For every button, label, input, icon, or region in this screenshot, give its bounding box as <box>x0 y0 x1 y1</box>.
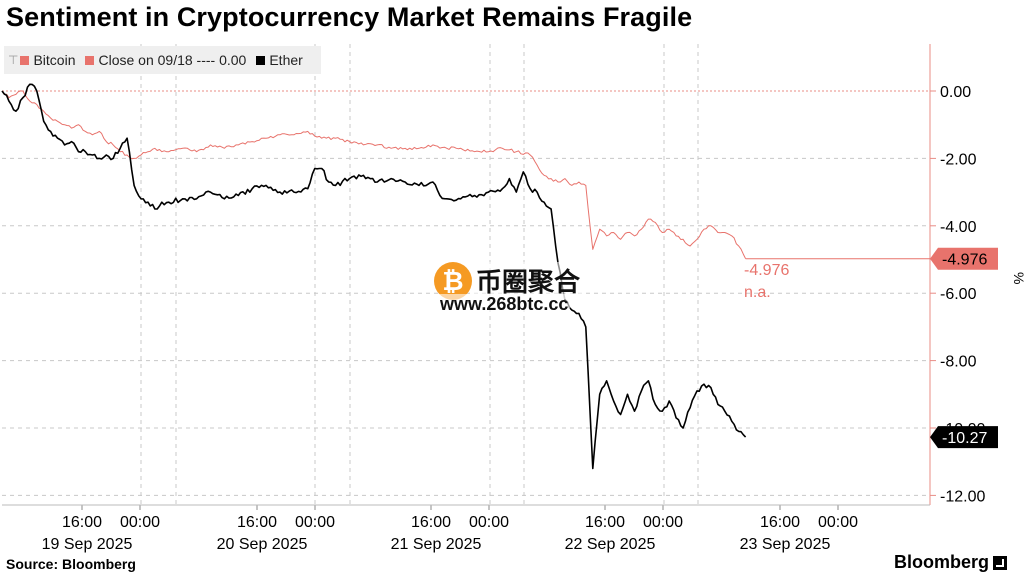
label-layer: 0.00-2.00-4.00-6.00-8.00-10.00-12.00%16:… <box>42 84 1024 553</box>
bitcoin-annotation-na: n.a. <box>744 284 771 301</box>
x-tick-label: 00:00 <box>295 514 335 531</box>
x-date-label: 20 Sep 2025 <box>217 536 308 553</box>
legend-swatch-ether <box>256 55 266 65</box>
last-value-tag-bitcoin-bg <box>930 247 998 270</box>
watermark: ₿ 币圈聚合 www.268btc.cc <box>434 262 604 320</box>
legend-swatch-close <box>85 55 95 65</box>
bitcoin-coin-icon: ₿ <box>434 262 472 300</box>
legend-item-close[interactable]: Close on 09/18 ---- 0.00 <box>85 52 246 68</box>
y-tick-label: -4.00 <box>940 219 977 236</box>
x-tick-label: 00:00 <box>643 514 683 531</box>
chart-legend: ⊤ Bitcoin Close on 09/18 ---- 0.00 Ether <box>4 46 321 74</box>
y-tick-label: 0.00 <box>940 84 971 101</box>
last-value-tag-ether: -10.27 <box>942 430 987 447</box>
x-date-label: 21 Sep 2025 <box>391 536 482 553</box>
legend-item-bitcoin[interactable]: Bitcoin <box>20 52 75 68</box>
bloomberg-logo: Bloomberg <box>894 552 1008 573</box>
y-tick-label: -2.00 <box>940 151 977 168</box>
legend-swatch-bitcoin <box>20 55 30 65</box>
x-tick-label: 00:00 <box>469 514 509 531</box>
source-note: Source: Bloomberg <box>6 556 136 572</box>
y-tick-label: -12.00 <box>940 488 985 505</box>
legend-label-bitcoin: Bitcoin <box>33 52 76 68</box>
x-date-label: 23 Sep 2025 <box>740 536 831 553</box>
legend-item-ether[interactable]: Ether <box>256 52 303 68</box>
bitcoin-annotation-value: -4.976 <box>744 262 789 279</box>
x-tick-label: 16:00 <box>62 514 102 531</box>
axis-layer <box>2 44 936 510</box>
legend-label-close: Close on 09/18 ---- 0.00 <box>98 52 247 68</box>
y-axis-unit-label: % <box>1011 272 1024 284</box>
legend-label-ether: Ether <box>269 52 303 68</box>
series-layer <box>1 83 930 470</box>
x-date-label: 22 Sep 2025 <box>565 536 656 553</box>
bloomberg-mark-icon <box>993 555 1008 570</box>
watermark-name: 币圈聚合 <box>474 262 583 299</box>
x-tick-label: 16:00 <box>585 514 625 531</box>
x-tick-label: 00:00 <box>120 514 160 531</box>
x-tick-label: 00:00 <box>818 514 858 531</box>
last-value-tag-bitcoin: -4.976 <box>942 252 987 269</box>
grid-layer <box>2 44 930 505</box>
x-date-label: 19 Sep 2025 <box>42 536 133 553</box>
series-line-ether <box>1 83 747 470</box>
x-tick-label: 16:00 <box>237 514 277 531</box>
chart-title: Sentiment in Cryptocurrency Market Remai… <box>6 2 693 32</box>
y-tick-label: -6.00 <box>940 286 977 303</box>
x-tick-label: 16:00 <box>760 514 800 531</box>
last-value-tag-ether-bg <box>930 426 998 449</box>
y-tick-label: -8.00 <box>940 354 977 371</box>
watermark-url: www.268btc.cc <box>438 294 571 315</box>
brand-name: Bloomberg <box>894 552 990 572</box>
series-line-bitcoin <box>1 90 747 259</box>
pin-icon[interactable]: ⊤ <box>8 53 19 67</box>
x-tick-label: 16:00 <box>411 514 451 531</box>
